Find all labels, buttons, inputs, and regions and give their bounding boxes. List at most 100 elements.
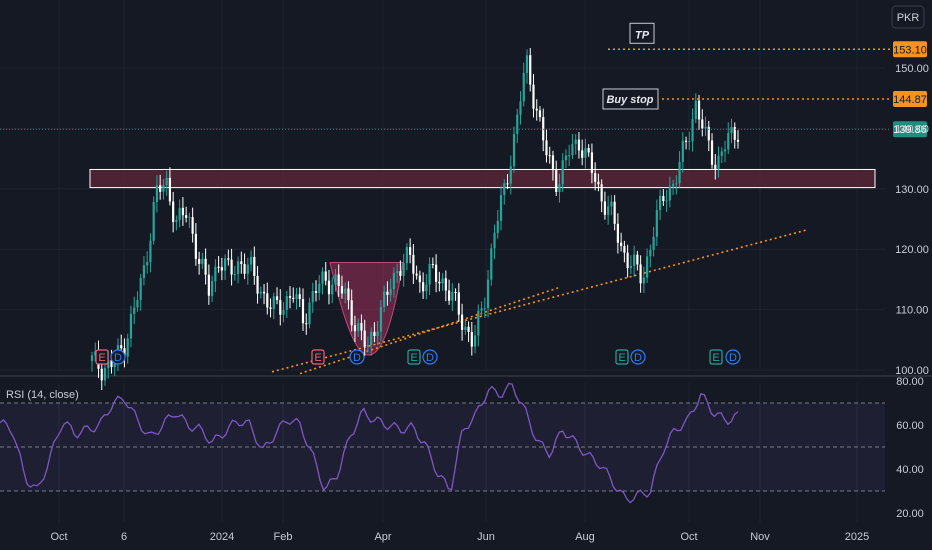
candle-body bbox=[451, 292, 454, 301]
last-price-tag-bg bbox=[893, 121, 927, 138]
candle-body bbox=[457, 292, 460, 315]
candle-body bbox=[483, 308, 486, 310]
dividend-marker: D bbox=[729, 352, 737, 364]
candle-body bbox=[188, 217, 191, 219]
time-tick-label: 2025 bbox=[845, 531, 869, 543]
candle-body bbox=[321, 271, 324, 284]
candle-body bbox=[658, 195, 662, 211]
time-tick-label: Apr bbox=[374, 531, 391, 543]
candle-body bbox=[486, 279, 490, 309]
candle-body bbox=[340, 286, 344, 294]
candle-body bbox=[207, 274, 210, 296]
candle-body bbox=[129, 313, 133, 339]
time-axis: Oct 6 2024 Feb Apr Jun Aug Oct Nov 2025 bbox=[50, 531, 869, 543]
buy-stop-annotation-box bbox=[602, 88, 659, 110]
candle-body bbox=[201, 258, 204, 264]
candle-body bbox=[493, 232, 496, 249]
candle-body bbox=[512, 133, 516, 167]
candle-body bbox=[581, 150, 584, 158]
candle-body bbox=[438, 281, 441, 284]
candle-body bbox=[136, 300, 139, 308]
candle-body bbox=[347, 288, 350, 301]
candle-body bbox=[366, 344, 370, 347]
candle-body bbox=[353, 325, 357, 332]
candle-body bbox=[214, 266, 217, 282]
time-tick-label: 6 bbox=[121, 531, 127, 543]
candle-body bbox=[314, 291, 318, 293]
earnings-marker-box bbox=[407, 349, 421, 365]
candle-body bbox=[409, 247, 412, 255]
candle-body bbox=[331, 284, 334, 295]
candle-body bbox=[649, 249, 652, 257]
overlay-labels: PKR RSI (14, close) bbox=[6, 5, 925, 401]
earnings-marker: E bbox=[618, 352, 625, 364]
candle-body bbox=[727, 133, 730, 150]
candle-body bbox=[418, 275, 421, 283]
candle-body bbox=[717, 155, 720, 170]
candle-body bbox=[337, 274, 340, 287]
candle-body bbox=[538, 110, 542, 118]
candle-body bbox=[344, 288, 347, 294]
candle-body bbox=[402, 263, 405, 276]
candle-body bbox=[282, 309, 285, 315]
candle-body bbox=[256, 275, 259, 294]
candle-body bbox=[217, 266, 220, 268]
candle-body bbox=[499, 194, 503, 221]
inner-trendline bbox=[299, 286, 561, 375]
candle-body bbox=[324, 271, 327, 281]
candle-body bbox=[736, 139, 740, 142]
candle-body bbox=[275, 296, 279, 300]
dividend-marker: D bbox=[353, 352, 361, 364]
resistance-zone bbox=[89, 168, 876, 189]
candle-body bbox=[227, 258, 230, 260]
candle-body bbox=[441, 278, 444, 284]
resistance-zone-rect bbox=[89, 168, 876, 189]
candle-body bbox=[223, 258, 227, 271]
candle-body bbox=[288, 296, 292, 298]
price-tick-label: 140.00 bbox=[895, 123, 929, 135]
dividend-marker-circle bbox=[349, 349, 365, 365]
candle-body bbox=[460, 314, 464, 330]
dividend-marker-circle bbox=[422, 349, 438, 365]
candle-body bbox=[522, 72, 525, 102]
candle-body bbox=[519, 101, 522, 115]
candle-body bbox=[298, 294, 301, 299]
candle-body bbox=[454, 292, 457, 294]
candle-body bbox=[103, 367, 107, 381]
time-tick-label: Nov bbox=[750, 531, 770, 543]
candle-body bbox=[697, 100, 701, 120]
candle-body bbox=[279, 299, 282, 315]
last-price-tag: 139.86 bbox=[893, 124, 927, 136]
candle-body bbox=[90, 355, 94, 361]
time-tick-label: Oct bbox=[50, 531, 67, 543]
candle-body bbox=[149, 240, 152, 262]
candle-body bbox=[730, 127, 733, 134]
rsi-legend: RSI (14, close) bbox=[6, 389, 79, 401]
candle-series bbox=[90, 48, 740, 391]
candle-body bbox=[636, 254, 639, 265]
currency-badge[interactable] bbox=[891, 5, 925, 29]
time-tick-label: Aug bbox=[575, 531, 595, 543]
candle-body bbox=[236, 261, 240, 274]
candle-body bbox=[146, 261, 149, 266]
candle-body bbox=[383, 291, 386, 307]
candle-body bbox=[597, 181, 600, 185]
candle-body bbox=[428, 264, 431, 285]
candle-body bbox=[133, 307, 136, 314]
candle-body bbox=[305, 323, 308, 325]
candle-body bbox=[477, 310, 480, 336]
candle-body bbox=[379, 306, 383, 332]
currency-label: PKR bbox=[897, 12, 920, 24]
candle-body bbox=[681, 140, 684, 162]
candle-body bbox=[327, 280, 331, 295]
candle-body bbox=[253, 256, 256, 276]
candle-body bbox=[652, 236, 655, 250]
candle-body bbox=[720, 151, 723, 156]
candle-body bbox=[714, 164, 717, 170]
tp-annotation-box bbox=[629, 22, 655, 44]
candle-body bbox=[181, 207, 184, 216]
price-tick-label: 120.00 bbox=[895, 244, 929, 256]
candle-body bbox=[694, 100, 697, 120]
candle-body bbox=[308, 302, 311, 325]
